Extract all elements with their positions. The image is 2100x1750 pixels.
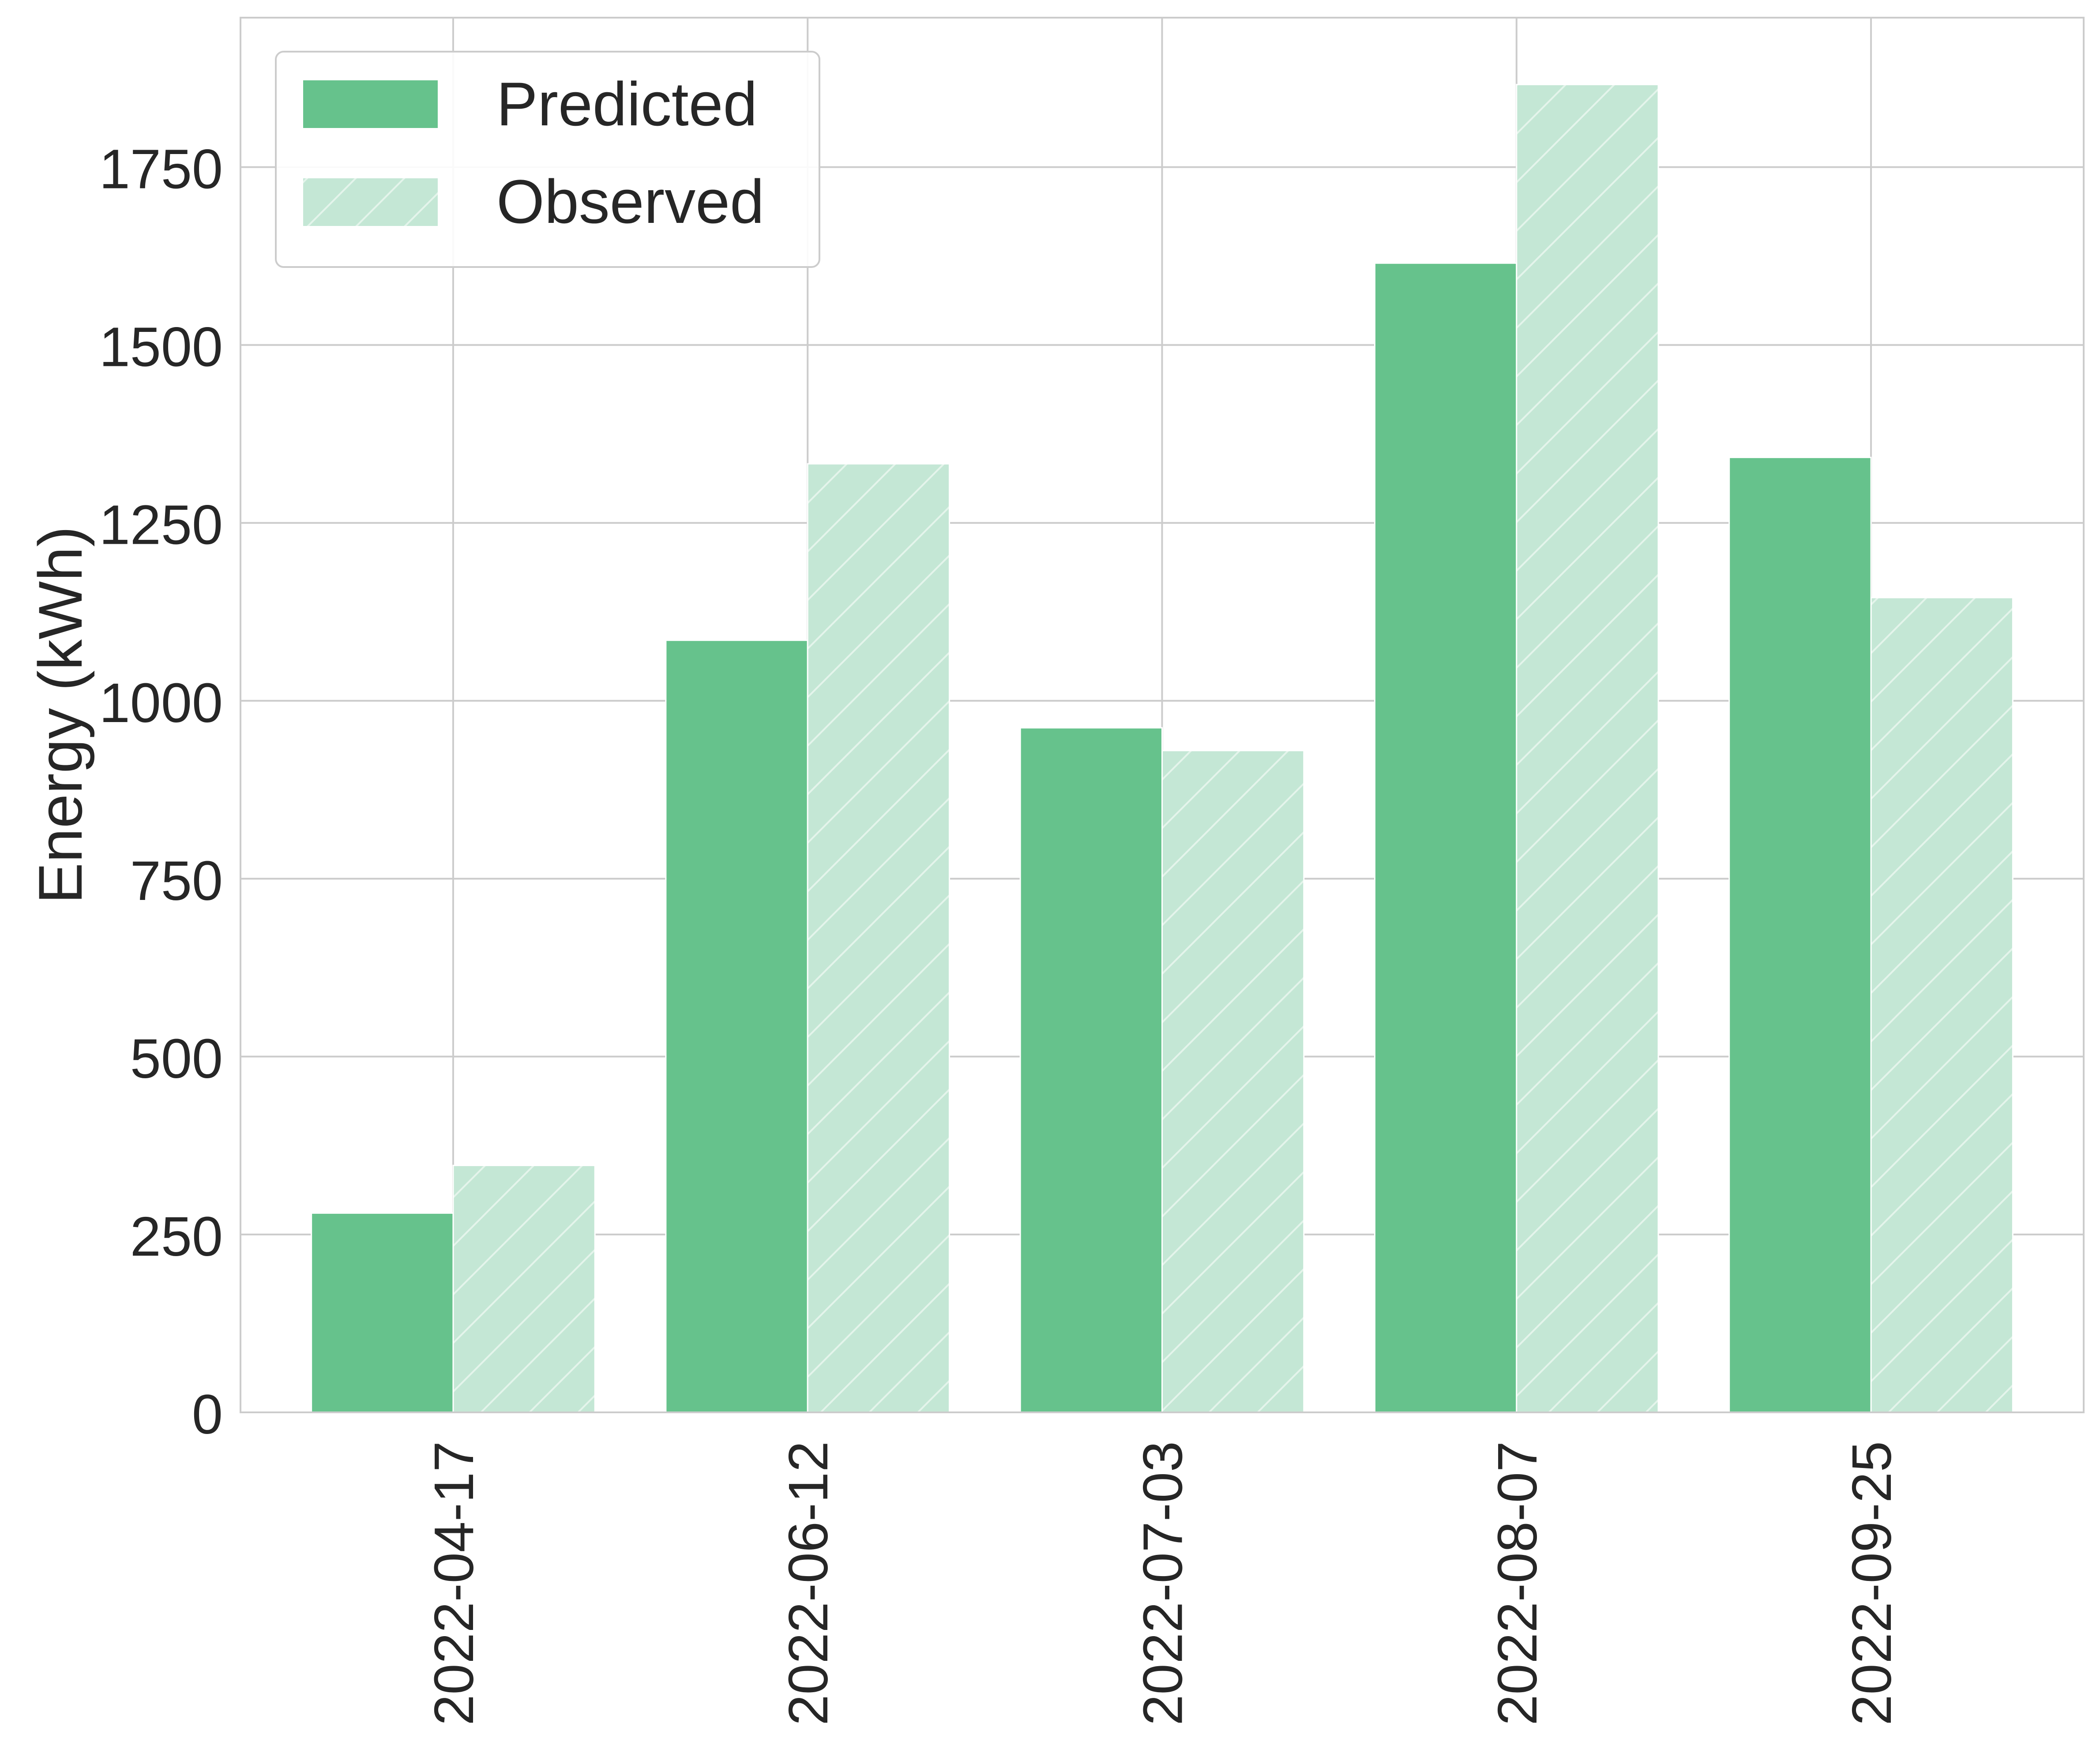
y-tick-label: 750	[130, 850, 223, 912]
y-tick-label: 1000	[99, 672, 223, 734]
x-tick-label: 2022-06-12	[777, 1441, 839, 1726]
y-tick-label: 1750	[99, 138, 223, 200]
legend: Predicted Observed	[275, 51, 820, 268]
bar-predicted-2022-06-12	[665, 640, 808, 1413]
bar-predicted-2022-08-07	[1374, 262, 1518, 1413]
bar-observed-2022-09-25	[1870, 597, 2014, 1413]
bar-observed-2022-04-17	[452, 1165, 596, 1413]
bar-observed-2022-07-03	[1161, 750, 1305, 1413]
bar-predicted-2022-04-17	[311, 1212, 454, 1413]
legend-swatch-observed	[303, 178, 438, 226]
y-tick-label: 1250	[99, 494, 223, 556]
x-tick-labels: 2022-04-17 2022-06-12 2022-07-03 2022-08-07…	[423, 1441, 1903, 1726]
legend-swatch-predicted	[303, 80, 438, 128]
plot-area-frame	[240, 17, 2085, 1413]
y-tick-labels: 0 250 500 750 1000 1250 1500 1750	[99, 138, 223, 1445]
y-axis-label: Energy (kWh)	[26, 526, 95, 904]
y-tick-label: 500	[130, 1027, 223, 1090]
y-tick-label: 0	[192, 1383, 223, 1445]
legend-label-predicted: Predicted	[496, 69, 757, 139]
y-tick-label: 1500	[99, 316, 223, 378]
legend-label-observed: Observed	[496, 167, 764, 236]
y-tick-label: 250	[130, 1205, 223, 1268]
bar-observed-2022-06-12	[807, 463, 950, 1413]
x-tick-label: 2022-04-17	[423, 1441, 485, 1726]
bars	[311, 84, 2014, 1413]
bar-predicted-2022-07-03	[1019, 727, 1163, 1413]
bar-predicted-2022-09-25	[1728, 456, 1872, 1413]
x-tick-label: 2022-08-07	[1486, 1441, 1548, 1726]
x-tick-label: 2022-09-25	[1841, 1441, 1903, 1726]
bar-observed-2022-08-07	[1516, 84, 1659, 1413]
x-tick-label: 2022-07-03	[1132, 1441, 1194, 1726]
